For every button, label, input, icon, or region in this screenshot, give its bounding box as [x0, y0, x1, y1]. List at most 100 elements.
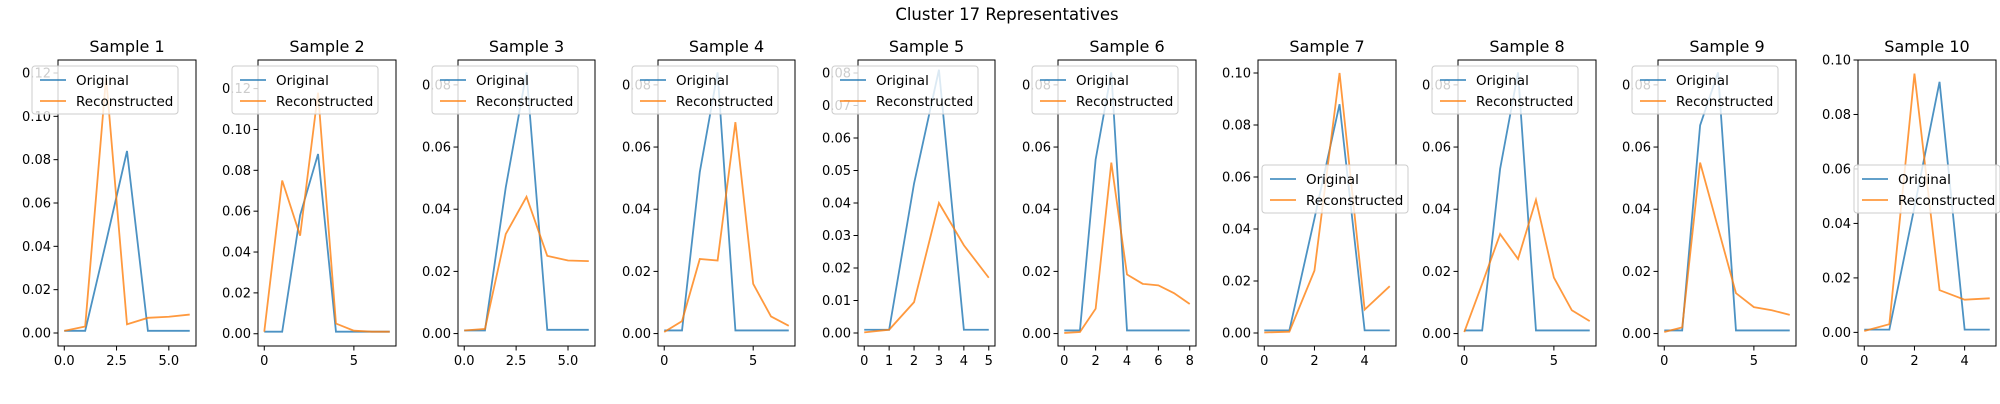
- legend-label: Reconstructed: [876, 94, 973, 110]
- y-tick-label: 0.02: [1222, 275, 1251, 290]
- legend-label: Original: [76, 73, 129, 89]
- x-tick-label: 5: [985, 354, 993, 369]
- x-tick-label: 0.0: [454, 354, 475, 369]
- subplot-title: Sample 8: [1489, 37, 1564, 56]
- original-series-line: [1264, 104, 1390, 332]
- original-series-line: [1464, 72, 1590, 332]
- subplot-1: Sample 10.0 2.5 5.00.000.020.040.060.080.1…: [22, 37, 197, 369]
- legend: Original Reconstructed: [31, 65, 179, 115]
- axes-frame: [1657, 59, 1797, 347]
- x-tick-label: 5.0: [158, 354, 179, 369]
- x-tick-label: 4: [1960, 354, 1968, 369]
- y-tick-label: 0.02: [1022, 265, 1051, 280]
- y-tick-label: 0.02: [422, 265, 451, 280]
- axes-frame: [257, 59, 397, 347]
- legend-box: [1631, 65, 1779, 115]
- subplot-title: Sample 9: [1689, 37, 1764, 56]
- x-tick-label: 0: [1060, 354, 1068, 369]
- y-tick-label: 0.06: [1222, 171, 1251, 186]
- y-tick-label: 0.04: [422, 203, 451, 218]
- axes-frame: [657, 59, 796, 347]
- subplot-title: Sample 4: [689, 37, 764, 56]
- reconstructed-series-line: [864, 200, 990, 334]
- y-tick-label: 0.02: [1822, 271, 1851, 286]
- legend-box: [431, 65, 579, 115]
- y-tick-label: 0.02: [622, 265, 651, 280]
- legend-label: Reconstructed: [1676, 94, 1773, 110]
- legend-label: Reconstructed: [276, 94, 373, 110]
- subplot-8: Sample 8050.000.020.040.060.08OriginalRe…: [1422, 37, 1597, 369]
- axes-frame: [1457, 59, 1597, 347]
- x-tick-label: 5: [1750, 354, 1758, 369]
- y-tick-label: 0.04: [1422, 203, 1451, 218]
- x-tick-label: 0.0: [54, 354, 75, 369]
- legend: Original Reconstructed: [1431, 65, 1579, 115]
- legend-label: Reconstructed: [476, 94, 573, 110]
- legend-label: Original: [476, 73, 529, 89]
- subplot-3: Sample 30.02.55.00.000.020.040.060.08Ori…: [422, 37, 596, 369]
- y-tick-label: 0.06: [422, 141, 451, 156]
- reconstructed-series-line: [1463, 196, 1591, 333]
- y-tick-label: 0.02: [22, 283, 51, 298]
- legend-label: Reconstructed: [1076, 94, 1173, 110]
- legend-label: Original: [1676, 73, 1729, 89]
- reconstructed-series-line: [663, 122, 790, 333]
- legend-label: Original: [676, 73, 729, 89]
- y-tick-label: 0.10: [1222, 67, 1251, 82]
- reconstructed-series-line: [64, 77, 190, 332]
- x-tick-label: 4: [1123, 354, 1131, 369]
- legend: Original Reconstructed: [231, 65, 379, 115]
- x-tick-label: 5: [350, 354, 358, 369]
- y-tick-label: 0.00: [1222, 327, 1251, 342]
- legend-label: Original: [1306, 172, 1359, 188]
- x-tick-label: 2: [1910, 354, 1918, 369]
- x-tick-label: 5: [749, 354, 757, 369]
- y-tick-label: 0.01: [822, 294, 851, 309]
- y-tick-label: 0.10: [1822, 54, 1851, 69]
- y-tick-label: 0.00: [1622, 327, 1651, 342]
- x-tick-label: 2: [1091, 354, 1099, 369]
- y-tick-label: 0.00: [422, 327, 451, 342]
- y-tick-label: 0.06: [222, 205, 251, 220]
- subplot-title: Sample 1: [89, 37, 164, 56]
- x-tick-label: 3: [935, 354, 943, 369]
- legend: Original Reconstructed: [631, 65, 779, 115]
- y-tick-label: 0.10: [222, 123, 251, 138]
- subplot-title: Sample 3: [489, 37, 564, 56]
- legend-box: [1261, 164, 1409, 214]
- y-tick-label: 0.00: [222, 327, 251, 342]
- y-tick-label: 0.06: [22, 197, 51, 212]
- subplot-7: Sample 7 0 2 4 0.00 0.02 0.04 0.06 0.08 0.10 Origi…: [1222, 37, 1409, 369]
- y-tick-label: 0.02: [1422, 265, 1451, 280]
- legend-label: Reconstructed: [1898, 193, 1995, 209]
- y-tick-label: 0.08: [1822, 108, 1851, 123]
- x-tick-label: 4: [1360, 354, 1368, 369]
- y-tick-label: 0.00: [1422, 327, 1451, 342]
- x-tick-label: 0: [860, 354, 868, 369]
- y-tick-label: 0.02: [222, 286, 251, 301]
- axes-frame: [1057, 59, 1197, 347]
- legend: Original Reconstructed: [1853, 164, 2000, 214]
- reconstructed-series-line: [1064, 162, 1191, 334]
- y-tick-label: 0.04: [222, 246, 251, 261]
- x-tick-label: 0: [660, 354, 668, 369]
- reconstructed-series-line: [1664, 162, 1790, 333]
- y-tick-label: 0.00: [822, 327, 851, 342]
- y-tick-label: 0.00: [22, 327, 51, 342]
- y-tick-label: 0.02: [822, 262, 851, 277]
- y-tick-label: 0.04: [22, 240, 51, 255]
- y-tick-label: 0.06: [1622, 141, 1651, 156]
- x-tick-label: 1: [885, 354, 893, 369]
- y-tick-label: 0.04: [1822, 217, 1851, 232]
- legend-label: Original: [276, 73, 329, 89]
- legend-label: Original: [1898, 172, 1951, 188]
- x-tick-label: 0: [1260, 354, 1268, 369]
- axes-frame: [457, 59, 596, 347]
- y-tick-label: 0.06: [822, 132, 851, 147]
- y-tick-label: 0.04: [1622, 203, 1651, 218]
- legend: Original Reconstructed: [1261, 164, 1409, 214]
- original-series-line: [664, 72, 789, 332]
- subplot-6: Sample 6024680.000.020.040.060.08Origina…: [1022, 37, 1197, 369]
